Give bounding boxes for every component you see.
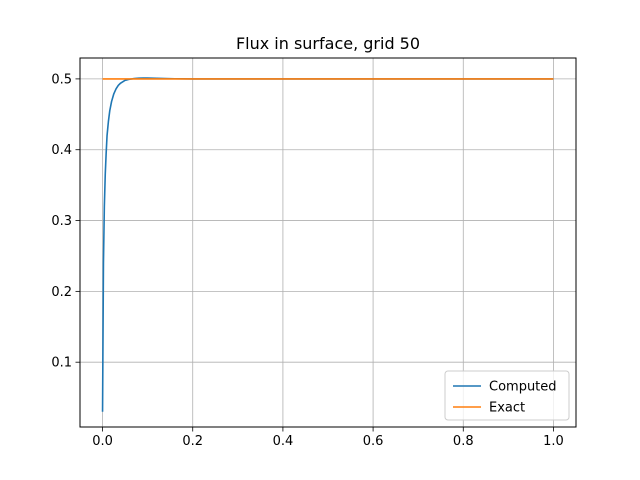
legend-label: Computed <box>489 380 557 395</box>
ticks: 0.0 0.2 0.4 0.6 0.8 1.0 0.1 0.2 0.3 0.4 0.5 <box>51 72 563 449</box>
x-tick-label: 0.8 <box>453 434 474 449</box>
chart-title: Flux in surface, grid 50 <box>236 34 420 53</box>
y-tick-label: 0.5 <box>51 72 72 87</box>
series <box>101 77 554 412</box>
y-tick-label: 0.3 <box>51 214 72 229</box>
plot-frame <box>79 57 577 428</box>
x-tick-label: 0.4 <box>273 434 294 449</box>
y-tick-label: 0.4 <box>51 143 72 158</box>
y-tick-label: 0.2 <box>51 285 72 300</box>
x-tick-label: 1.0 <box>543 434 564 449</box>
x-tick-label: 0.0 <box>92 434 113 449</box>
legend: Computed Exact <box>444 370 570 421</box>
x-tick-label: 0.6 <box>363 434 384 449</box>
x-tick-label: 0.2 <box>182 434 203 449</box>
legend-label: Exact <box>489 401 525 416</box>
y-tick-label: 0.1 <box>51 356 72 371</box>
